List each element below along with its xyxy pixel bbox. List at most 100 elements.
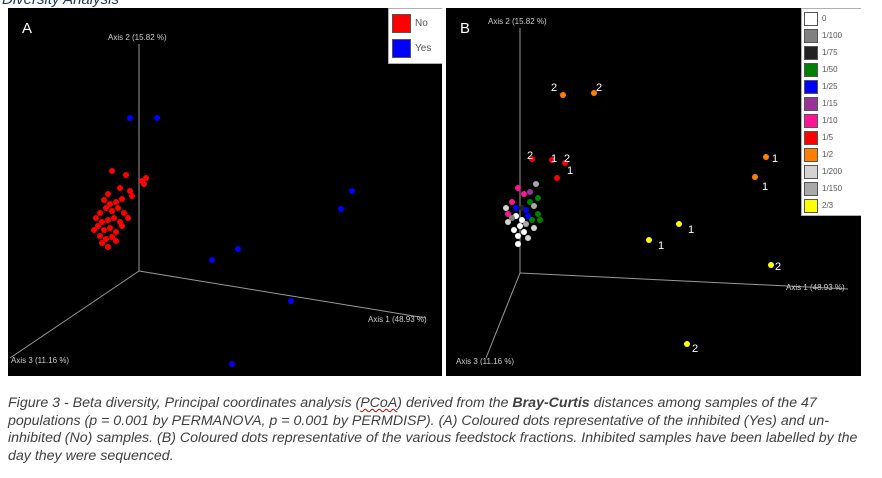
- data-point: [97, 210, 103, 216]
- legend-swatch: [804, 11, 818, 26]
- data-point: [117, 185, 123, 191]
- data-point: [115, 205, 121, 211]
- legend-swatch: [392, 14, 411, 33]
- panel-a-plot: Axis 2 (15.82 %) Axis 1 (48.93 %) Axis 3…: [9, 33, 427, 367]
- data-point: [127, 115, 133, 121]
- panel-b-letter: B: [460, 20, 471, 37]
- data-point: [109, 234, 115, 240]
- data-point: [527, 199, 533, 205]
- data-point: [509, 215, 515, 221]
- data-point: [123, 172, 129, 178]
- data-point: [107, 201, 113, 207]
- data-point: [646, 237, 652, 243]
- panel-b-legend: 0 1/100 1/75 1/50 1/25 1/15 1/10 1/5 1/2…: [801, 8, 861, 216]
- data-point: [523, 221, 529, 227]
- legend-label: No: [415, 18, 428, 29]
- legend-label: 1/15: [822, 99, 838, 108]
- data-point: [105, 244, 111, 250]
- data-point: [229, 361, 235, 367]
- legend-swatch: [804, 164, 818, 179]
- axis2-label: Axis 2 (15.82 %): [488, 17, 547, 26]
- data-point: [535, 211, 541, 217]
- data-point: [103, 236, 109, 242]
- axis1-line: [138, 270, 427, 319]
- data-point: [509, 199, 515, 205]
- data-point: [676, 221, 682, 227]
- point-label: 2: [692, 343, 698, 355]
- panel-a-letter: A: [22, 20, 33, 37]
- data-point: [549, 157, 555, 163]
- data-point: [560, 92, 566, 98]
- panel-b-plot: Axis 2 (15.82 %) Axis 1 (48.93 %) Axis 3…: [456, 17, 849, 366]
- data-point: [521, 191, 527, 197]
- panel-a-points: [91, 115, 355, 367]
- axis3-label: Axis 3 (11.16 %): [456, 357, 514, 366]
- data-point: [752, 174, 758, 180]
- point-label: 1: [688, 224, 694, 236]
- data-point: [554, 175, 560, 181]
- legend-item: 1/50: [804, 61, 861, 78]
- data-point: [515, 185, 521, 191]
- legend-swatch: [804, 130, 818, 145]
- data-point: [515, 233, 521, 239]
- data-point: [99, 240, 105, 246]
- data-point: [519, 205, 525, 211]
- data-point: [109, 208, 115, 214]
- data-point: [113, 238, 119, 244]
- data-point: [349, 188, 355, 194]
- legend-item: 1/5: [804, 129, 861, 146]
- legend-label: 2/3: [822, 201, 834, 210]
- axis3-label: Axis 3 (11.16 %): [11, 356, 69, 365]
- data-point: [105, 217, 111, 223]
- data-point: [517, 223, 523, 229]
- legend-label: 1/75: [822, 48, 838, 57]
- legend-swatch: [804, 62, 818, 77]
- data-point: [521, 229, 527, 235]
- axis1-label: Axis 1 (48.93 %): [368, 315, 427, 324]
- legend-item: 1/100: [804, 27, 861, 44]
- legend-label: 1/50: [822, 65, 838, 74]
- data-point: [95, 223, 101, 229]
- legend-label: 1/150: [822, 184, 843, 193]
- data-point: [515, 241, 521, 247]
- data-point: [113, 199, 119, 205]
- legend-swatch: [804, 28, 818, 43]
- data-point: [107, 225, 113, 231]
- caption-bold-term: Bray-Curtis: [512, 395, 590, 411]
- legend-swatch: [804, 45, 818, 60]
- point-label: 1: [567, 165, 573, 177]
- data-point: [143, 175, 149, 181]
- point-label: 2: [596, 82, 602, 94]
- data-point: [591, 90, 597, 96]
- data-point: [768, 262, 774, 268]
- data-point: [529, 156, 535, 162]
- point-label: 2: [564, 153, 570, 165]
- data-point: [209, 257, 215, 263]
- legend-swatch: [804, 198, 818, 213]
- data-point: [97, 233, 103, 239]
- legend-swatch: [804, 96, 818, 111]
- data-point: [101, 197, 107, 203]
- data-point: [684, 341, 690, 347]
- point-label: 1: [762, 181, 768, 193]
- legend-item: 1/200: [804, 163, 861, 180]
- legend-label: 0: [822, 14, 827, 23]
- data-point: [537, 217, 543, 223]
- legend-item-no: No: [392, 11, 442, 36]
- data-point: [129, 193, 135, 199]
- data-point: [154, 115, 160, 121]
- data-point: [527, 189, 533, 195]
- legend-label: 1/2: [822, 150, 834, 159]
- data-point: [113, 229, 119, 235]
- pcoa-plot-panel-b: Axis 2 (15.82 %) Axis 1 (48.93 %) Axis 3…: [446, 8, 861, 376]
- axis3-line: [9, 270, 140, 359]
- data-point: [121, 210, 127, 216]
- data-point: [109, 168, 115, 174]
- legend-item: 2/3: [804, 197, 861, 214]
- data-point: [503, 205, 509, 211]
- data-point: [513, 205, 519, 211]
- legend-item: 0: [804, 10, 861, 27]
- data-point: [525, 213, 531, 219]
- data-point: [562, 160, 568, 166]
